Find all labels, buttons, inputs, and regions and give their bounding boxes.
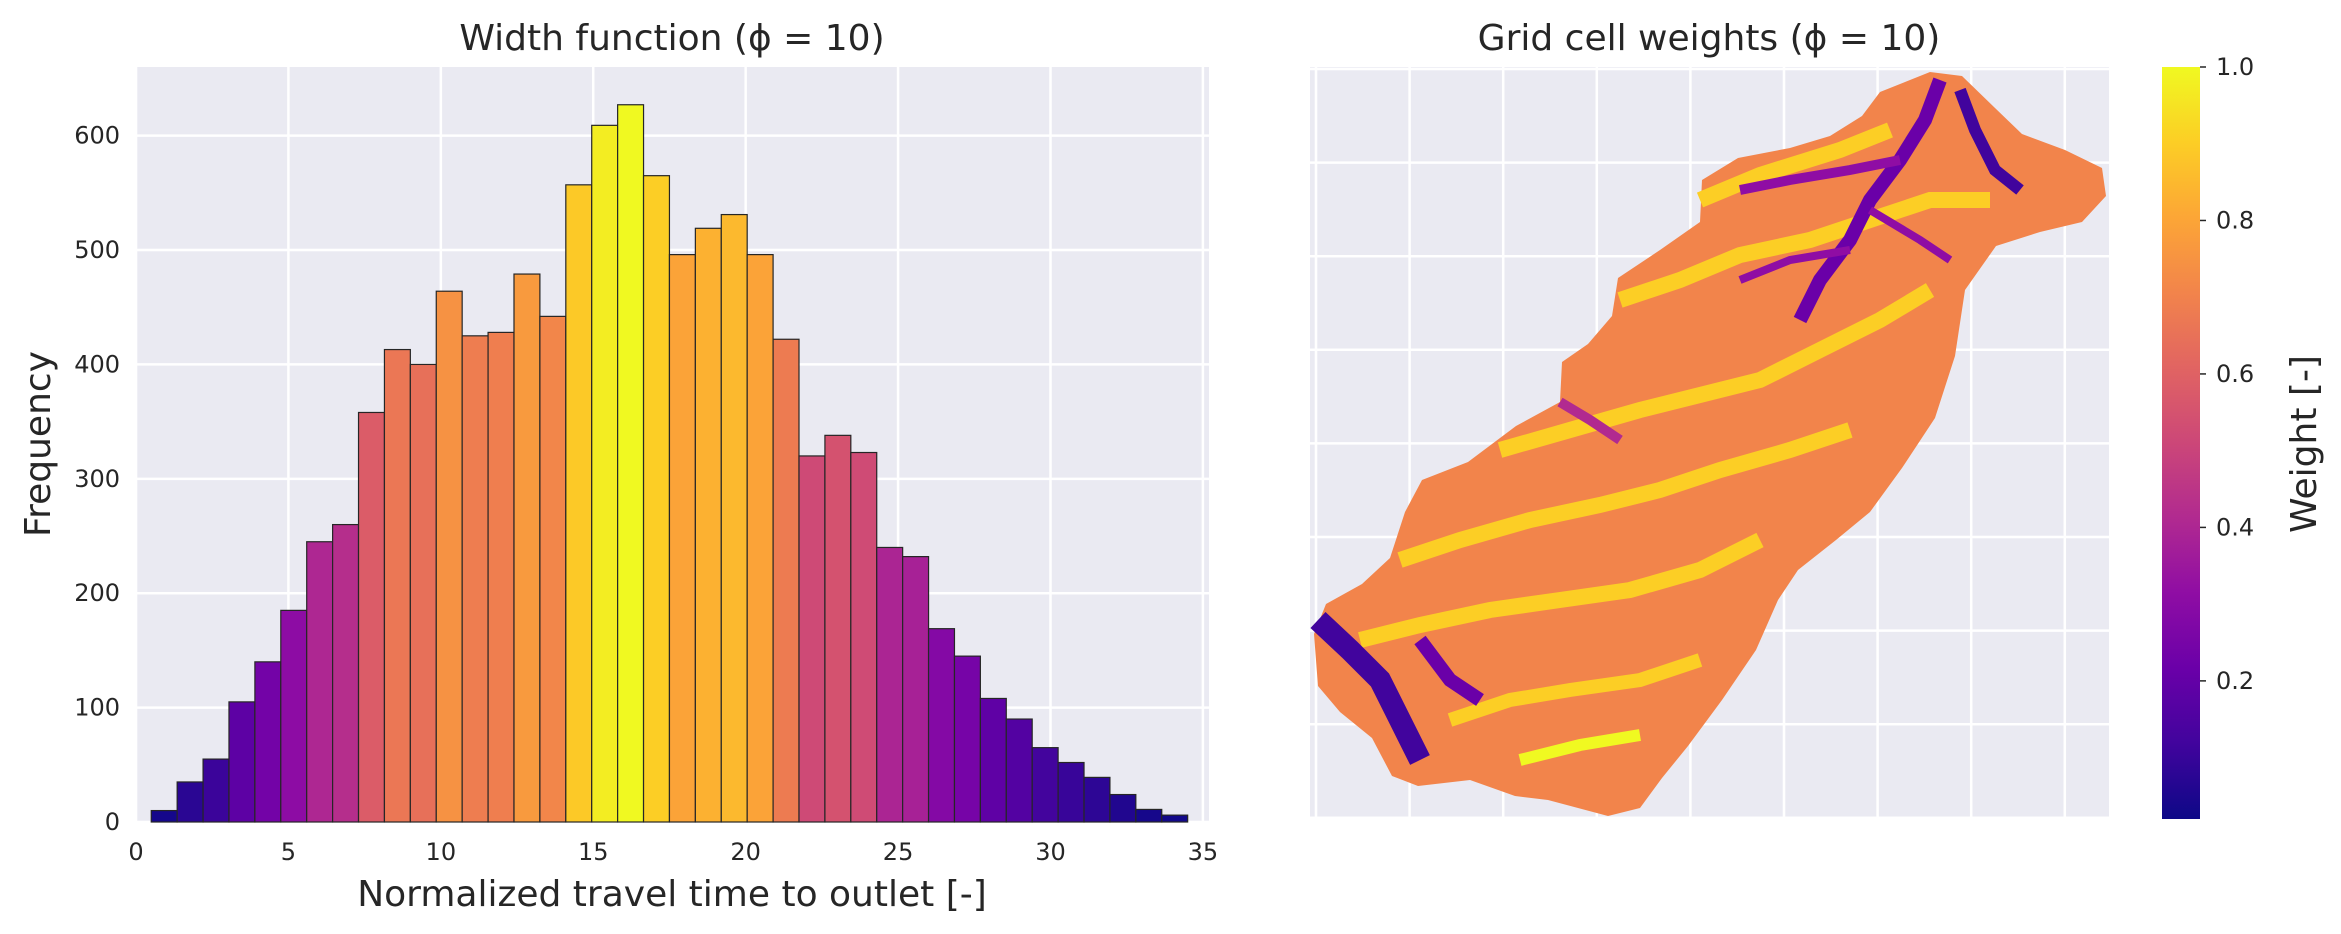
colorbar-tick-labels: 0.2 0.4 0.6 0.8 1.0 <box>2200 53 2254 695</box>
histogram-bar <box>850 451 878 823</box>
histogram-bar <box>1135 808 1163 823</box>
histogram-bar <box>824 434 852 823</box>
x-tick-label: 10 <box>426 838 457 866</box>
mid-west-edge <box>1557 397 1623 445</box>
ridge-band-6 <box>1447 653 1703 727</box>
catchment-outline <box>1314 72 2106 816</box>
channel-headwater-1 <box>1954 87 2024 195</box>
histogram-bar <box>280 609 308 823</box>
y-tick-label: 100 <box>74 694 120 722</box>
ridge-band-2 <box>1617 192 1990 308</box>
ridge-band-4 <box>1397 422 1853 568</box>
colorbar <box>2162 67 2200 819</box>
colorbar-tick-label: 0.6 <box>2216 360 2254 388</box>
histogram-x-axis-label: Normalized travel time to outlet [-] <box>357 874 987 915</box>
histogram-bar <box>720 213 748 823</box>
histogram-title: Width function (ϕ = 10) <box>459 18 884 59</box>
grid-cell-weights-map: 0.2 0.4 0.6 0.8 1.0 Grid cell weights (ϕ = 1… <box>1310 18 2325 820</box>
x-tick-label: 0 <box>128 838 143 866</box>
histogram-bar <box>902 556 930 823</box>
y-tick-label: 0 <box>105 808 120 836</box>
channel-headwater-2 <box>1739 155 1901 195</box>
colorbar-tick-label: 1.0 <box>2216 53 2254 81</box>
histogram-bar <box>306 541 334 823</box>
histogram-bar <box>202 758 230 823</box>
west-lobe-low <box>1414 635 1484 706</box>
histogram-bar <box>565 184 593 823</box>
histogram-bar <box>642 175 671 823</box>
histogram-bar <box>1083 776 1111 823</box>
y-tick-label: 400 <box>74 350 120 378</box>
histogram-bar <box>772 338 800 823</box>
y-tick-label: 600 <box>74 122 120 150</box>
histogram-bar <box>1057 761 1085 823</box>
ridge-band-5 <box>1358 532 1764 648</box>
histogram-bar <box>357 411 386 823</box>
histogram-bar <box>979 697 1007 823</box>
outlet-region <box>1310 611 1430 765</box>
histogram-bar <box>332 523 360 823</box>
x-tick-label: 25 <box>883 838 914 866</box>
histogram-bar <box>150 809 178 823</box>
histogram-bar <box>461 335 489 823</box>
histogram-bar <box>176 781 204 823</box>
histogram-bar <box>383 348 411 823</box>
x-tick-label: 20 <box>730 838 761 866</box>
histogram-bar <box>927 628 956 823</box>
histogram-bar <box>1005 718 1033 823</box>
histogram-bar <box>435 290 463 823</box>
channel-main <box>1793 77 1947 324</box>
histogram-bar <box>617 104 645 823</box>
histogram-bar <box>228 701 256 823</box>
histogram-bar <box>953 655 981 823</box>
histogram-bar <box>876 546 904 823</box>
x-tick-label: 5 <box>281 838 296 866</box>
histogram-bar <box>1109 793 1137 823</box>
histogram-y-tick-labels: 0 100 200 300 400 500 600 <box>74 122 120 836</box>
y-tick-label: 300 <box>74 465 120 493</box>
histogram-bar <box>591 124 619 823</box>
colorbar-label: Weight [-] <box>2284 355 2325 533</box>
catchment-weights-raster <box>1310 72 2106 816</box>
ridge-band-7 <box>1518 729 1641 766</box>
x-tick-label: 30 <box>1035 838 1066 866</box>
histogram-bar <box>1161 814 1189 823</box>
x-tick-label: 35 <box>1188 838 1219 866</box>
channel-tributary-2 <box>1738 246 1851 284</box>
x-tick-label: 15 <box>578 838 609 866</box>
map-title: Grid cell weights (ϕ = 10) <box>1478 18 1941 59</box>
histogram-bar <box>539 315 567 823</box>
ridge-band-3 <box>1497 283 1935 458</box>
histogram-bar <box>798 455 826 823</box>
histogram-bar <box>694 227 722 823</box>
histogram-bar <box>746 254 774 823</box>
histogram-bar <box>513 273 541 823</box>
histogram-bars <box>150 104 1189 823</box>
colorbar-tick-label: 0.8 <box>2216 206 2254 234</box>
histogram-bar <box>1031 747 1059 823</box>
histogram-bar <box>254 661 282 823</box>
y-tick-label: 200 <box>74 579 120 607</box>
ridge-band-1 <box>1696 122 1893 208</box>
colorbar-tick-label: 0.4 <box>2216 513 2254 541</box>
histogram-x-tick-labels: 0 5 10 15 20 25 30 35 <box>128 838 1218 866</box>
histogram-bar <box>487 331 515 823</box>
channel-tributary-1 <box>1867 206 1953 264</box>
colorbar-tick-label: 0.2 <box>2216 667 2254 695</box>
y-tick-label: 500 <box>74 236 120 264</box>
histogram-bar <box>409 363 437 823</box>
width-function-histogram: 0 5 10 15 20 25 30 35 0 100 200 300 400 500 600 Width… <box>18 18 1218 915</box>
histogram-bar <box>668 254 696 823</box>
histogram-y-axis-label: Frequency <box>18 351 59 537</box>
